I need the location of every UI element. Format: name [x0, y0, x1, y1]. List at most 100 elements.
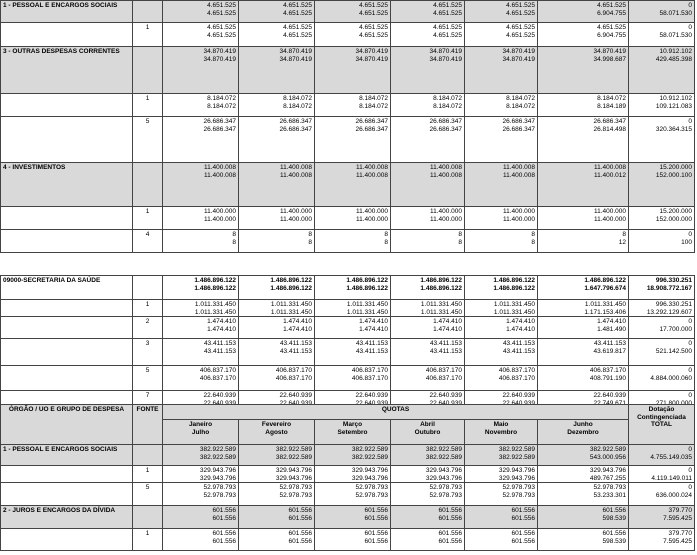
value-cell: 406.837.170 408.791.190	[537, 365, 629, 391]
row-fonte	[132, 162, 163, 207]
value-cell: 43.411.153 43.411.153	[464, 338, 538, 366]
row-fonte: 7	[132, 390, 163, 405]
value-text: 601.556	[511, 514, 536, 522]
row-label	[0, 528, 133, 551]
month-name: Setembro	[337, 428, 368, 436]
header-month: Janeiro Julho	[162, 419, 239, 445]
fonte-text: 1	[145, 530, 150, 537]
label-text: 3 - OUTRAS DESPESAS CORRENTES	[3, 48, 120, 55]
value-text: 0	[688, 118, 692, 125]
value-text: 26.686.347	[429, 125, 462, 133]
value-text: 11.400.000	[355, 208, 388, 215]
value-text: 8	[458, 231, 462, 238]
value-text: 4.651.525	[283, 31, 312, 39]
value-cell: 34.870.419 34.998.687	[537, 46, 629, 94]
value-text: 8	[232, 238, 236, 246]
value-cell: 22.640.939 22.640.939	[314, 390, 391, 405]
value-text: 382.922.589	[351, 453, 388, 461]
value-text: 1.486.896.122	[493, 284, 535, 292]
value-cell: 11.400.000 11.400.000	[390, 206, 465, 230]
value-text: 4.651.525	[506, 31, 535, 39]
value-text: 34.870.419	[502, 55, 535, 63]
value-text: 601.556	[511, 530, 536, 537]
value-text: 601.556	[288, 530, 313, 537]
value-text: 382.922.589	[425, 446, 462, 453]
value-text: 329.943.796	[275, 467, 312, 474]
value-text: 52.978.793	[429, 491, 462, 499]
value-text: 11.400.000	[502, 208, 535, 215]
value-cell: 4.651.525 4.651.525	[390, 0, 465, 23]
value-cell: 4.651.525 4.651.525	[314, 0, 391, 23]
value-text: 11.400.000	[429, 208, 462, 215]
value-text: 52.978.793	[502, 491, 535, 499]
value-text: 489.767.255	[589, 474, 626, 482]
value-cell: 0 271.800.000	[628, 390, 695, 405]
value-text: 152.000.100	[655, 171, 692, 179]
row-label	[0, 338, 133, 366]
value-text: 4.651.525	[359, 2, 388, 9]
value-text: 22.640.939	[203, 392, 236, 399]
value-cell: 1.474.410 1.474.410	[314, 316, 391, 339]
value-text: 8.184.189	[597, 102, 626, 110]
value-cell: 0 58.071.530	[628, 22, 695, 47]
value-text: 18.908.772.167	[646, 284, 692, 292]
row-fonte: 5	[132, 482, 163, 506]
value-text: 7.595.425	[663, 537, 692, 545]
value-cell: 43.411.153 43.411.153	[314, 338, 391, 366]
row-label	[0, 299, 133, 317]
value-text: 100	[681, 238, 692, 246]
value-cell: 329.943.796 489.767.255	[537, 465, 629, 483]
value-cell: 1.011.331.450 1.011.331.450	[390, 299, 465, 317]
value-text: 1.474.410	[207, 325, 236, 333]
value-text: 52.978.793	[355, 484, 388, 491]
value-cell: 329.943.796 329.943.796	[390, 465, 465, 483]
value-cell: 15.200.000 152.000.100	[628, 162, 695, 207]
value-text: 43.411.153	[203, 340, 236, 347]
value-cell: 11.400.000 11.400.000	[537, 206, 629, 230]
fonte-text: 1	[145, 95, 150, 102]
value-text: 0	[688, 467, 692, 474]
row-label	[0, 22, 133, 47]
value-text: 43.411.153	[279, 340, 312, 347]
row-label: 1 - PESSOAL E ENCARGOS SOCIAIS	[0, 444, 133, 466]
value-text: 1.011.331.450	[194, 301, 236, 308]
row-label: 1 - PESSOAL E ENCARGOS SOCIAIS	[0, 0, 133, 23]
value-cell: 43.411.153 43.619.817	[537, 338, 629, 366]
label-text: 1 - PESSOAL E ENCARGOS SOCIAIS	[3, 2, 118, 9]
header-month: Fevereiro Agosto	[238, 419, 315, 445]
row-label	[0, 116, 133, 163]
row-fonte: 2	[132, 316, 163, 339]
value-text: 1.474.410	[283, 325, 312, 333]
value-cell: 4.651.525 6.904.755	[537, 0, 629, 23]
value-text: 0	[688, 231, 692, 238]
value-cell: 11.400.008 11.400.008	[390, 162, 465, 207]
value-cell: 11.400.008 11.400.008	[314, 162, 391, 207]
value-cell: 22.640.939 22.640.939	[162, 390, 239, 405]
value-text: 11.400.008	[355, 171, 388, 179]
total-label: Dotação	[648, 406, 675, 413]
value-text: 382.922.589	[199, 453, 236, 461]
value-text: 11.400.000	[593, 215, 626, 223]
row-fonte: 1	[132, 93, 163, 117]
value-cell: 1.486.896.122 1.486.896.122	[464, 275, 538, 300]
value-cell: 8.184.072 8.184.072	[314, 93, 391, 117]
value-text: 1.171.153.406	[584, 308, 626, 316]
value-cell: 329.943.796 329.943.796	[314, 465, 391, 483]
value-text: 8.184.072	[506, 102, 535, 110]
value-cell: 22.640.939 22.640.939	[464, 390, 538, 405]
value-text: 26.686.347	[502, 118, 535, 125]
value-cell: 1.474.410 1.474.410	[464, 316, 538, 339]
row-fonte	[132, 46, 163, 94]
value-cell: 52.978.793 52.978.793	[314, 482, 391, 506]
value-text: 11.400.000	[203, 208, 236, 215]
value-text: 4.119.149.011	[651, 474, 692, 482]
row-fonte: 1	[132, 22, 163, 47]
value-cell: 52.978.793 52.978.793	[238, 482, 315, 506]
value-text: 8	[308, 231, 312, 238]
row-label	[0, 465, 133, 483]
value-cell: 1.486.896.122 1.486.896.122	[314, 275, 391, 300]
value-text: 1.486.896.122	[346, 284, 388, 292]
value-cell: 0 4.884.000.060	[628, 365, 695, 391]
row-fonte: 1	[132, 206, 163, 230]
